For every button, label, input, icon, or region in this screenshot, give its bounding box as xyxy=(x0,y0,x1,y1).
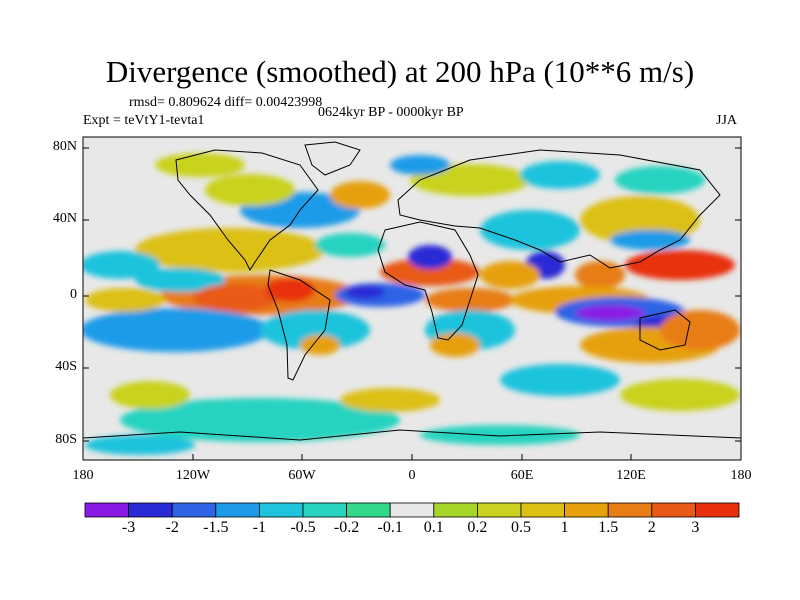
colorbar-label: -0.2 xyxy=(333,519,360,536)
colorbar-swatch xyxy=(476,502,522,518)
colorbar-swatch xyxy=(258,502,304,518)
colorbar-label: 2 xyxy=(647,519,656,536)
colorbar-swatch xyxy=(651,502,696,518)
field-patch xyxy=(520,161,600,189)
field-patch xyxy=(135,268,225,292)
colorbar-label: 1 xyxy=(560,519,569,536)
colorbar-label: -0.5 xyxy=(290,519,316,536)
field-patch xyxy=(315,233,385,257)
y-tick-label: 0 xyxy=(70,287,77,302)
field-patch xyxy=(610,230,690,250)
colorbar-swatch xyxy=(695,502,740,518)
x-tick-label: 180 xyxy=(72,468,94,483)
field-patch xyxy=(205,174,295,206)
field-patch xyxy=(85,288,165,312)
colorbar-label: -0.1 xyxy=(377,519,403,536)
colorbar-swatch xyxy=(215,502,260,518)
field-patch xyxy=(110,381,190,409)
colorbar-label: 0.2 xyxy=(467,519,488,536)
africa-outline xyxy=(377,221,479,341)
y-tick-label: 40N xyxy=(52,211,77,226)
experiment-label: Expt = teVtY1-tevta1 xyxy=(83,113,205,128)
field-patch xyxy=(120,398,400,442)
field-patch xyxy=(85,435,195,455)
rmsd-diff-stats: rmsd= 0.809624 diff= 0.00423998 xyxy=(129,95,323,110)
colorbar-label: -2 xyxy=(165,519,179,536)
colorbar-swatch xyxy=(302,502,347,518)
colorbar-label: -1.5 xyxy=(203,519,229,536)
colorbar-label: 0.5 xyxy=(511,519,531,536)
season-label: JJA xyxy=(716,113,738,128)
field-patch xyxy=(300,335,340,355)
colorbar-label: 1.5 xyxy=(598,519,619,536)
field-patch xyxy=(330,181,390,209)
colorbar-swatch xyxy=(389,502,435,518)
field-patch xyxy=(390,155,450,175)
divergence-field xyxy=(83,137,741,460)
colorbar-swatch xyxy=(607,502,653,518)
field-patch xyxy=(660,310,740,350)
field-patch xyxy=(480,261,540,289)
field-patch xyxy=(260,310,370,350)
north-america-outline xyxy=(175,149,319,272)
colorbar-label: -3 xyxy=(121,519,136,536)
colorbar xyxy=(84,502,740,518)
x-tick-label: 120E xyxy=(616,468,646,483)
colorbar-swatch xyxy=(128,502,173,518)
colorbar-label: 0.1 xyxy=(423,519,444,536)
antarctica-outline xyxy=(83,429,741,441)
x-tick-label: 60W xyxy=(288,468,316,483)
x-tick-label: 120W xyxy=(175,468,211,483)
y-tick-label: 80S xyxy=(55,432,77,447)
field-patch xyxy=(345,285,385,299)
colorbar-label: -1 xyxy=(252,519,267,536)
field-patch xyxy=(83,308,270,352)
period-label: 0624kyr BP - 0000kyr BP xyxy=(318,105,464,120)
colorbar-swatch xyxy=(564,502,609,518)
south-america-outline xyxy=(267,269,331,381)
colorbar-swatch xyxy=(84,502,129,518)
field-patch xyxy=(408,245,452,269)
field-patch xyxy=(155,153,245,177)
y-tick-label: 40S xyxy=(55,359,77,374)
colorbar-swatch xyxy=(171,502,217,518)
field-patch xyxy=(625,250,735,280)
colorbar-swatch xyxy=(433,502,478,518)
colorbar-swatch xyxy=(520,502,565,518)
colorbar-label: 3 xyxy=(691,519,700,536)
australia-outline xyxy=(639,309,691,351)
field-patch xyxy=(500,364,620,396)
field-patch xyxy=(83,251,160,279)
x-tick-label: 0 xyxy=(408,468,416,483)
greenland-outline xyxy=(304,141,361,176)
field-patch xyxy=(575,305,645,321)
field-patch xyxy=(340,388,440,412)
y-ticks xyxy=(83,147,741,442)
x-tick-label: 60E xyxy=(510,468,534,483)
field-patch xyxy=(615,166,705,194)
field-patch xyxy=(420,425,580,445)
field-patch xyxy=(575,261,625,289)
field-patch xyxy=(480,210,580,250)
field-patch xyxy=(265,278,315,302)
y-tick-label: 80N xyxy=(52,139,77,154)
colorbar-swatch xyxy=(346,502,391,518)
plot-title: Divergence (smoothed) at 200 hPa (10**6 … xyxy=(105,54,695,89)
x-ticks xyxy=(82,454,742,460)
field-patch xyxy=(135,228,325,272)
field-patch xyxy=(193,284,277,312)
coastlines xyxy=(83,141,741,441)
field-patch xyxy=(380,258,480,286)
field-patch xyxy=(620,379,740,411)
x-tick-label: 180 xyxy=(730,468,752,483)
eurasia-outline xyxy=(397,149,721,269)
